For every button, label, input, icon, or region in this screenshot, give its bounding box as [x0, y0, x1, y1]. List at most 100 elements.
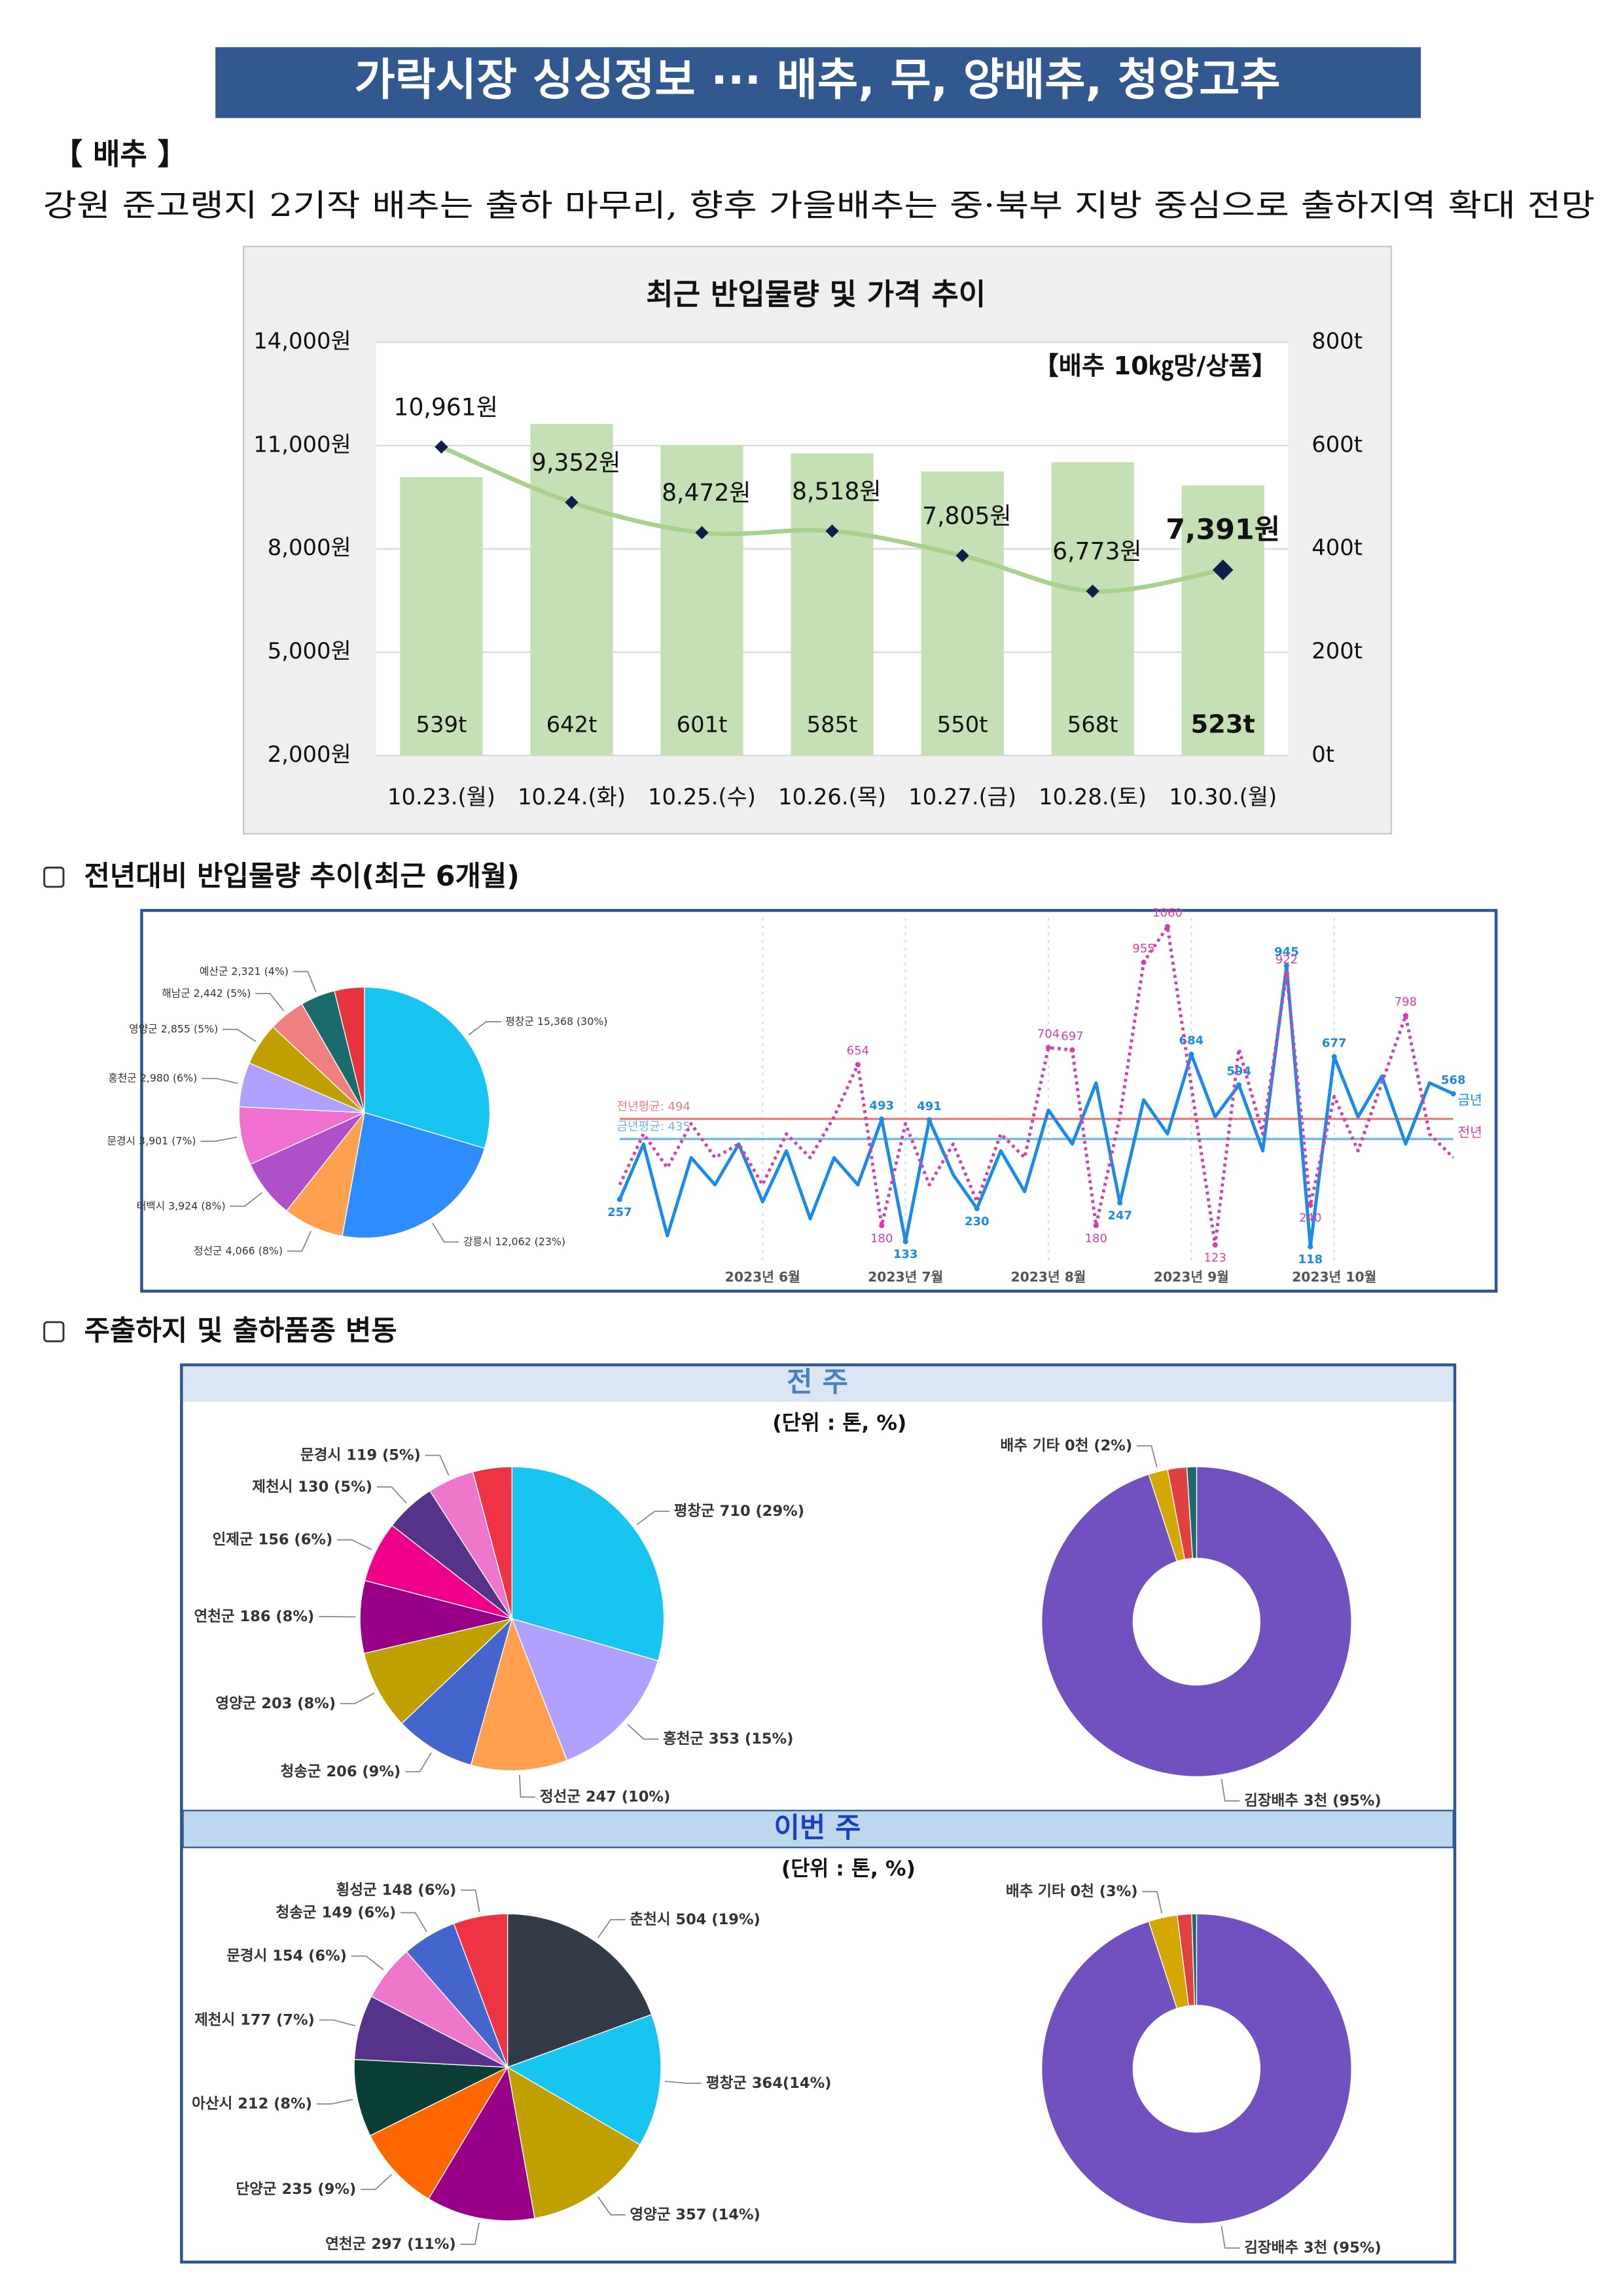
slice-category: 평창군: [505, 1015, 534, 1028]
point-marker: [1069, 1047, 1075, 1053]
x-tick-label: 2023년 7월: [868, 1269, 943, 1285]
slice-label: 강릉시 12,062 (23%): [463, 1235, 565, 1247]
point-marker: [1331, 1054, 1337, 1060]
point-label: 945: [1274, 945, 1299, 959]
leader-line: [340, 1692, 375, 1704]
pie-slice: [359, 1579, 512, 1655]
slice-label: 평창군 710 (29%): [674, 1503, 804, 1520]
slice-category: 연천군: [194, 1607, 234, 1624]
x-tick-label: 10.24.(화): [518, 784, 626, 810]
point-marker: [926, 1117, 933, 1123]
point-marker: [1212, 1242, 1218, 1248]
point-marker: [1402, 1013, 1408, 1018]
y2-tick-label: 400t: [1311, 535, 1363, 560]
slice-label: 김장배추 3천 (95%): [1244, 1792, 1382, 1809]
series-line: [618, 964, 1454, 1249]
x-tick-label: 2023년 9월: [1154, 1269, 1229, 1285]
slice-category: 정선군: [194, 1244, 223, 1257]
slice-value: 247 (10%): [586, 1788, 670, 1805]
point-marker: [1141, 960, 1147, 965]
point-label: 677: [1322, 1036, 1347, 1050]
leader-line: [432, 1223, 459, 1243]
slice-label: 정선군 247 (10%): [540, 1788, 670, 1805]
leader-line: [223, 1028, 257, 1042]
slice-category: 횡성군: [336, 1881, 377, 1898]
slice-value: 15,368 (30%): [537, 1015, 608, 1028]
slice-value: 3,901 (7%): [139, 1134, 196, 1147]
y-tick-label: 8,000원: [268, 535, 351, 560]
price-marker: [565, 495, 579, 509]
point-marker: [1308, 1244, 1313, 1249]
pie-slice: [369, 2066, 509, 2200]
leader-line: [597, 2196, 626, 2215]
bar: [660, 445, 743, 756]
point-marker: [1283, 963, 1290, 969]
slice-label: 정선군 4,066 (8%): [194, 1244, 283, 1257]
slice-value: 4,066 (8%): [226, 1244, 283, 1257]
slice-label: 청송군 149 (6%): [276, 1904, 396, 1921]
leader-line: [319, 2019, 356, 2027]
point-marker: [1188, 1051, 1194, 1058]
leader-line: [360, 2174, 392, 2191]
point-marker: [1236, 1082, 1242, 1088]
pie-slice: [507, 2066, 641, 2219]
y-tick-label: 11,000원: [253, 431, 351, 457]
leader-line: [376, 1486, 407, 1504]
x-tick-label: 10.30.(월): [1169, 784, 1277, 810]
x-tick-label: 10.25.(수): [648, 784, 756, 810]
bar: [1051, 462, 1134, 756]
slice-label: 평창군 15,368 (30%): [505, 1015, 607, 1028]
slice-category: 아산시: [192, 2095, 232, 2112]
panel-title: 전 주: [787, 1366, 848, 1399]
point-label: 594: [1226, 1064, 1251, 1078]
bar-value-label: 539t: [416, 712, 467, 738]
bar-value-label: 550t: [937, 712, 988, 738]
chart-title: 최근 반입물량 및 가격 추이: [646, 277, 986, 312]
average-label: 전년평균: 494: [616, 1100, 690, 1114]
point-marker: [1045, 1045, 1052, 1050]
leader-line: [293, 971, 317, 993]
point-label: 230: [965, 1215, 990, 1229]
price-label: 9,352원: [531, 449, 620, 476]
point-marker: [879, 1117, 885, 1122]
slice-category: 제천시: [252, 1478, 293, 1495]
leader-line: [664, 2081, 702, 2084]
point-label: 180: [870, 1232, 893, 1246]
leader-line: [405, 1752, 432, 1772]
point-marker: [1308, 1202, 1313, 1208]
point-marker: [974, 1206, 980, 1211]
slice-category: 평창군: [706, 2074, 747, 2091]
checkbox-icon: [43, 867, 65, 888]
y2-tick-label: 600t: [1311, 431, 1363, 457]
subsection-heading: 주출하지 및 출하품종 변동: [84, 1314, 397, 1347]
leader-line: [1221, 2226, 1240, 2249]
bar-value-label: 523t: [1191, 710, 1255, 740]
point-marker: [1283, 971, 1290, 977]
price-label: 8,472원: [662, 479, 751, 507]
section-summary: 강원 준고랭지 2기작 배추는 출하 마무리, 향후 가을배추는 중·북부 지방…: [43, 188, 1595, 224]
donut-slice: [1186, 1466, 1198, 1559]
slice-category: 평창군: [674, 1503, 715, 1520]
x-tick-label: 10.28.(토): [1039, 784, 1147, 810]
price-marker: [1086, 584, 1099, 598]
y-tick-label: 14,000원: [253, 329, 351, 354]
slice-value: 504 (19%): [675, 1911, 760, 1928]
point-marker: [616, 1196, 622, 1202]
pie-slice: [285, 1112, 365, 1237]
slice-value: 297 (11%): [371, 2236, 455, 2253]
slice-label: 인제군 156 (6%): [213, 1531, 333, 1548]
leader-line: [230, 1192, 263, 1207]
point-label: 493: [869, 1099, 894, 1113]
point-marker: [1093, 1223, 1099, 1229]
pie-slice: [364, 986, 491, 1149]
leader-line: [460, 2222, 480, 2245]
slice-value: 353 (15%): [709, 1731, 793, 1748]
slice-category: 문경시: [226, 1947, 267, 1964]
slice-category: 정선군: [540, 1788, 580, 1805]
slice-category: 홍천군: [663, 1731, 704, 1748]
bar: [400, 476, 483, 756]
slice-label: 문경시 154 (6%): [226, 1947, 347, 1964]
